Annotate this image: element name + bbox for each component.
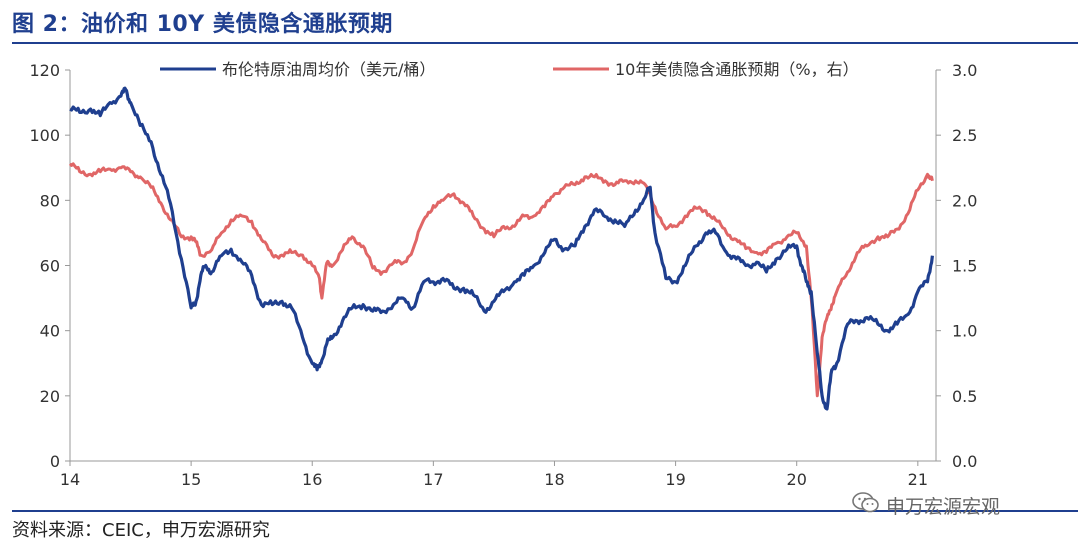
x-axis-ticks: 14 15 16 17 18 19 20 21 <box>60 461 928 489</box>
chart-title: 图 2：油价和 10Y 美债隐含通胀预期 <box>12 12 393 37</box>
left-y-tick-label: 20 <box>40 387 60 406</box>
line-chart: 14 15 16 17 18 19 20 21 0 20 40 60 80 100 120 0.0 0.5 1… <box>29 60 977 489</box>
legend-label: 10年美债隐含通胀预期（%，右） <box>615 60 859 79</box>
right-y-tick-label: 1.5 <box>952 257 977 276</box>
watermark-text: 申万宏源宏观 <box>886 496 1001 518</box>
right-y-tick-label: 0.5 <box>952 387 977 406</box>
x-tick-label: 19 <box>665 470 685 489</box>
x-tick-label: 16 <box>302 470 322 489</box>
chart-legend: 布伦特原油周均价（美元/桶） 10年美债隐含通胀预期（%，右） <box>160 60 859 79</box>
left-y-tick-label: 40 <box>40 322 60 341</box>
right-y-tick-label: 3.0 <box>952 61 977 80</box>
source-divider <box>12 510 1078 512</box>
right-y-tick-label: 0.0 <box>952 452 977 471</box>
left-y-tick-label: 80 <box>40 191 60 210</box>
left-y-tick-label: 0 <box>50 452 60 471</box>
x-tick-label: 15 <box>181 470 201 489</box>
left-y-axis-ticks: 0 20 40 60 80 100 120 <box>29 61 70 471</box>
chart-axes <box>69 70 937 462</box>
x-tick-label: 20 <box>787 470 807 489</box>
x-tick-label: 21 <box>908 470 928 489</box>
legend-label: 布伦特原油周均价（美元/桶） <box>222 60 435 79</box>
right-y-axis-ticks: 0.0 0.5 1.0 1.5 2.0 2.5 3.0 <box>936 61 977 471</box>
right-y-tick-label: 2.0 <box>952 191 977 210</box>
x-tick-label: 17 <box>423 470 443 489</box>
left-y-tick-label: 120 <box>29 61 60 80</box>
watermark: 申万宏源宏观 <box>852 492 1000 519</box>
left-y-tick-label: 100 <box>29 126 60 145</box>
source-note: 资料来源：CEIC，申万宏源研究 <box>12 520 270 541</box>
series-line-brent <box>69 86 934 411</box>
series-lines <box>68 86 934 411</box>
x-tick-label: 18 <box>544 470 564 489</box>
left-y-tick-label: 60 <box>40 257 60 276</box>
right-y-tick-label: 1.0 <box>952 322 977 341</box>
title-divider <box>12 42 1078 44</box>
right-y-tick-label: 2.5 <box>952 126 977 145</box>
series-line-breakeven <box>68 162 934 398</box>
wechat-icon <box>852 492 880 519</box>
x-tick-label: 14 <box>60 470 80 489</box>
